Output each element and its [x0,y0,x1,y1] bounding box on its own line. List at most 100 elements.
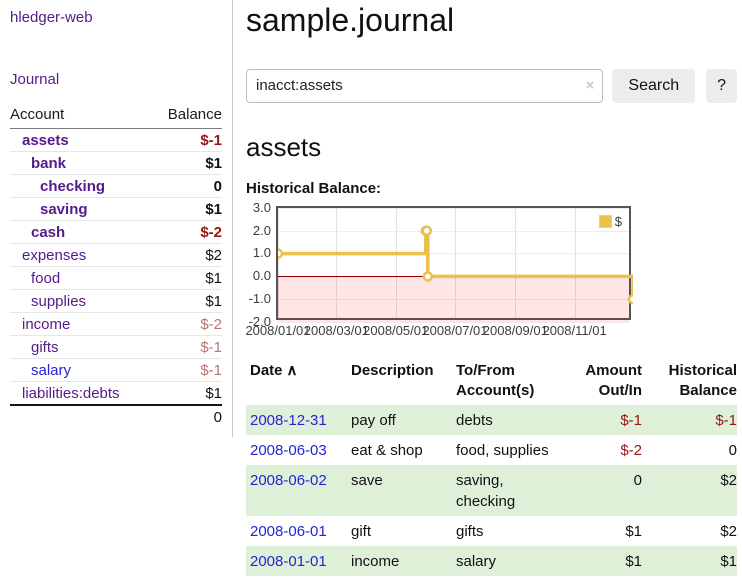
transaction-amount-cell: $-2 [620,441,642,459]
gridline [574,207,576,318]
transaction-description-cell: eat & shop [351,441,423,459]
x-axis: 2008/01/01 2008/03/01 2008/05/01 2008/07/01… [245,322,737,340]
transaction-accounts-cell: debts [456,411,493,429]
transaction-date-link[interactable]: 2008-12-31 [250,411,327,429]
account-balance: $-1 [200,361,222,379]
sidebar-account-row: expenses $2 [10,244,222,267]
account-balance: 0 [213,177,222,195]
gridline [455,207,456,318]
transaction-date-link[interactable]: 2008-06-01 [250,522,327,540]
x-tick-label: 2008/03/01 [303,322,369,338]
account-link[interactable]: gifts [31,338,59,356]
account-link[interactable]: checking [40,177,106,195]
column-header-label: Amount Out/In [585,361,642,400]
data-point-marker [278,248,284,259]
transactions-table: Date ∧ Description To/From Account(s) Amount… [246,359,737,577]
transaction-row: 2008-12-31 pay off debts $-1 $-1 [246,405,737,436]
account-balance: $-1 [200,131,222,149]
transaction-balance-cell: $2 [720,522,737,540]
account-link[interactable]: saving [40,200,88,218]
balance-line-svg [278,225,633,305]
search-button[interactable]: Search [612,68,696,103]
transaction-accounts-cell: gifts [456,522,484,540]
gridline [278,321,629,323]
transaction-date-cell: 2008-01-01 [246,546,347,576]
y-tick-label: -2.0 [248,313,271,329]
transaction-accounts-cell: saving, checking [456,471,516,510]
search-box: × [246,68,604,103]
account-link[interactable]: expenses [22,246,87,264]
sidebar: hledger-web Journal Account Balance asse… [0,0,233,437]
account-balance: $2 [205,246,222,264]
gridline [515,207,517,318]
column-header-date[interactable]: Date ∧ [246,359,347,406]
column-header-label: Description [351,361,434,379]
sidebar-account-row: checking 0 [10,175,222,198]
column-header-to/from: To/From Account(s) [452,359,567,406]
sidebar-account-row: income $-2 [10,313,222,336]
column-header-label: Date [250,361,283,379]
gridline [336,207,338,318]
account-balance: $1 [205,292,222,310]
gridline [278,298,629,300]
account-balance: $1 [205,384,222,402]
account-balance: $-2 [200,223,222,241]
account-link[interactable]: supplies [31,292,87,310]
account-link[interactable]: assets [22,131,69,149]
sort-ascending-icon: ∧ [286,361,298,379]
account-link[interactable]: liabilities:debts [22,384,120,402]
y-tick-label: 3.0 [252,199,271,215]
transaction-date-link[interactable]: 2008-06-03 [250,441,327,459]
chart-legend: $ [598,213,622,229]
x-tick-label: 2008/09/01 [482,322,548,338]
legend-label: $ [614,213,622,229]
account-balance: $-1 [200,338,222,356]
chart-label: Historical Balance: [246,179,382,197]
account-balance: $1 [205,200,222,218]
data-point-marker [627,293,633,305]
account-link[interactable]: cash [31,223,66,241]
transaction-date-link[interactable]: 2008-01-01 [250,552,327,570]
transaction-date-cell: 2008-06-01 [246,516,347,546]
page-title: sample.journal [246,2,455,38]
transaction-amount-cell: $-1 [620,411,642,429]
account-link[interactable]: salary [31,361,72,379]
account-link[interactable]: food [31,269,61,287]
clear-search-icon[interactable]: × [585,76,595,94]
nav-journal-link[interactable]: Journal [10,71,60,88]
x-tick-label: 2008/01/01 [245,322,311,338]
transaction-date-link[interactable]: 2008-06-02 [250,471,327,489]
transaction-amount-cell: $1 [625,552,642,570]
account-link[interactable]: income [22,315,71,333]
sidebar-account-row: food $1 [10,267,222,290]
data-point-marker [422,270,434,282]
account-link[interactable]: bank [31,154,67,172]
account-balance: $1 [205,269,222,287]
column-header-label: To/From Account(s) [456,361,535,400]
transaction-accounts-cell: food, supplies [456,441,549,459]
transaction-row: 2008-01-01 income salary $1 $1 [246,546,737,577]
data-point-marker [421,225,433,236]
sidebar-total-row: 0 [10,406,222,429]
transaction-balance-cell: $1 [720,552,737,570]
brand-link[interactable]: hledger-web [10,9,93,26]
transaction-description-cell: income [351,552,400,570]
help-button[interactable]: ? [706,68,737,103]
y-tick-label: 0.0 [252,268,271,284]
search-input[interactable] [246,68,604,103]
transaction-date-cell: 2008-12-31 [246,405,347,435]
transaction-amount-cell: $1 [625,522,642,540]
y-tick-label: -1.0 [248,290,271,306]
transaction-row: 2008-06-03 eat & shop food, supplies $-2 0 [246,435,737,465]
x-tick-label: 2008/05/01 [363,322,429,338]
sidebar-account-row: assets $-1 [10,129,222,152]
y-axis: 3.0 2.0 1.0 0.0 -1.0 -2.0 [246,200,272,329]
transaction-row: 2008-06-02 save saving, checking 0 $2 [246,465,737,517]
balance-column-label: Balance [167,106,222,123]
account-balance: $1 [205,154,222,172]
gridline [278,207,629,209]
account-balance-table: Account Balance assets $-1 bank $1 checking 0… [10,104,222,429]
column-header-label: Historical Balance [668,361,737,400]
transaction-date-cell: 2008-06-02 [246,465,347,516]
